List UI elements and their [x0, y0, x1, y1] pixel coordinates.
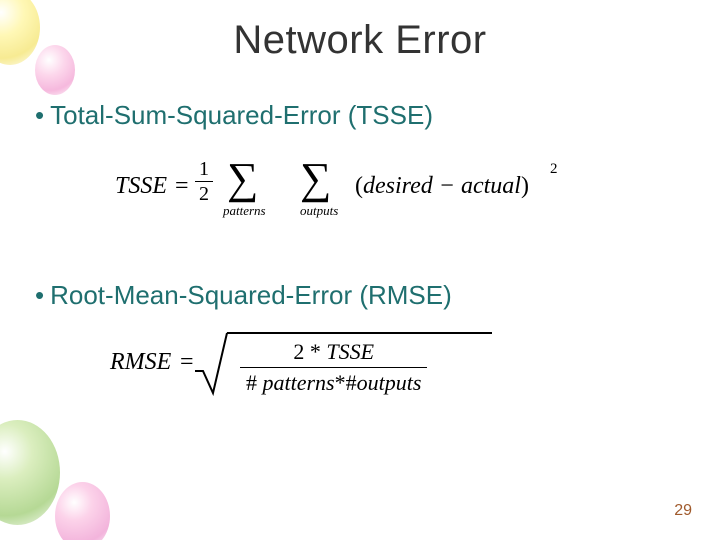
- tsse-diff: desired − actual: [363, 173, 521, 199]
- sigma-icon: ∑: [227, 157, 258, 201]
- decor-balloon-green: [0, 420, 60, 525]
- equals-sign: =: [180, 349, 194, 376]
- bullet-tsse: •Total-Sum-Squared-Error (TSSE): [35, 100, 433, 131]
- decor-balloon-pink: [55, 482, 110, 540]
- tsse-exponent: 2: [550, 161, 558, 178]
- rmse-num-pre: 2 *: [293, 339, 326, 364]
- rmse-num-it: TSSE: [326, 339, 374, 364]
- equals-sign: =: [175, 173, 189, 200]
- bullet-tsse-text: Total-Sum-Squared-Error (TSSE): [50, 100, 433, 130]
- sigma-sub-patterns: patterns: [223, 203, 266, 219]
- page-number: 29: [674, 502, 692, 520]
- rmse-num: 2 * TSSE: [240, 341, 427, 367]
- slide: Network Error •Total-Sum-Squared-Error (…: [0, 0, 720, 540]
- formula-tsse: TSSE = 1 2 ∑ patterns ∑ outputs (desired…: [115, 145, 595, 235]
- rmse-den-b: outputs: [357, 370, 422, 395]
- bullet-dot-icon: •: [35, 280, 44, 310]
- tsse-half: 1 2: [195, 159, 213, 204]
- sigma-sub-outputs: outputs: [300, 203, 338, 219]
- rmse-lhs: RMSE: [110, 349, 171, 376]
- radical-icon: [193, 331, 233, 396]
- rmse-den-a: patterns: [263, 370, 335, 395]
- tsse-term: (desired − actual): [355, 173, 529, 200]
- tsse-frac-den: 2: [195, 181, 213, 204]
- rmse-fraction: 2 * TSSE # patterns*#outputs: [240, 341, 427, 394]
- tsse-lhs: TSSE: [115, 173, 167, 200]
- bullet-dot-icon: •: [35, 100, 44, 130]
- radical-bar: [227, 332, 492, 334]
- rmse-radical: 2 * TSSE # patterns*#outputs: [205, 331, 505, 396]
- sigma-icon: ∑: [300, 157, 331, 201]
- tsse-frac-num: 1: [195, 159, 213, 181]
- rmse-den: # patterns*#outputs: [240, 367, 427, 394]
- bullet-rmse-text: Root-Mean-Squared-Error (RMSE): [50, 280, 452, 310]
- bullet-rmse: •Root-Mean-Squared-Error (RMSE): [35, 280, 452, 311]
- slide-title: Network Error: [0, 18, 720, 63]
- formula-rmse: RMSE = 2 * TSSE # patterns*#outputs: [110, 325, 550, 405]
